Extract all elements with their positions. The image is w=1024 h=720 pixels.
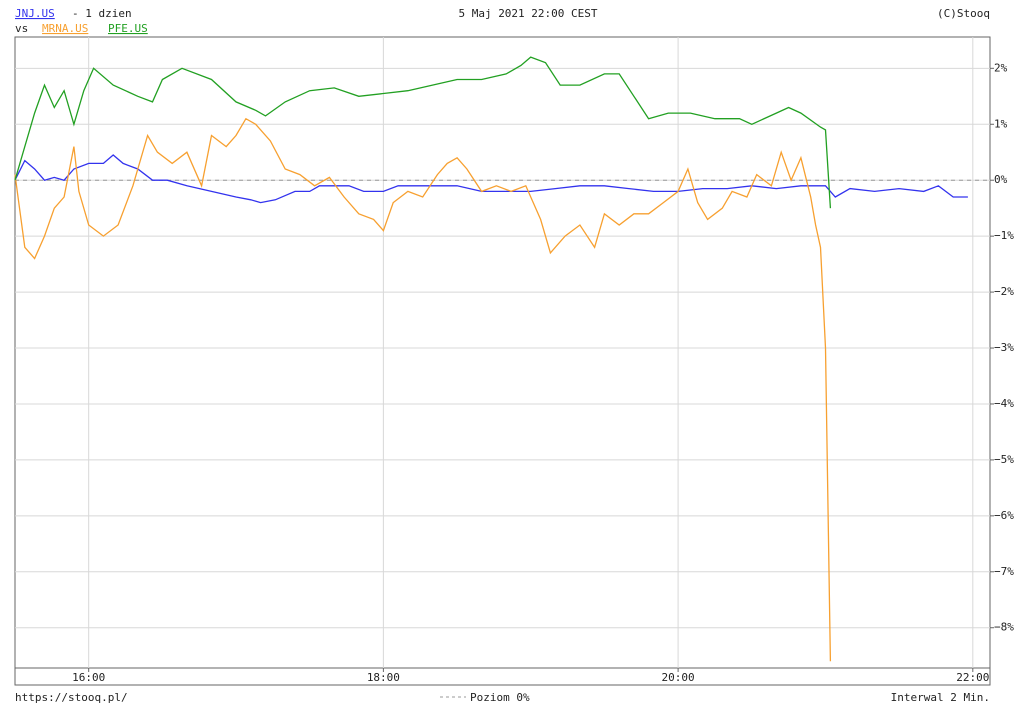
legend-entry[interactable]: PFE.US [108,22,148,35]
y-tick-label: 2% [994,61,1008,74]
interval-label: Interwal 2 Min. [891,691,990,704]
y-tick-label: −1% [994,229,1014,242]
chart-title: 5 Maj 2021 22:00 CEST [458,7,597,20]
y-tick-label: −8% [994,621,1014,634]
y-tick-label: −5% [994,453,1014,466]
legend-entry[interactable]: JNJ.US [15,7,55,20]
y-tick-label: −4% [994,397,1014,410]
y-tick-label: −2% [994,285,1014,298]
x-tick-label: 18:00 [367,671,400,684]
x-axis-band [15,668,990,685]
y-tick-label: 0% [994,173,1008,186]
source-link[interactable]: https://stooq.pl/ [15,691,128,704]
y-tick-label: 1% [994,117,1008,130]
reference-label: Poziom 0% [470,691,530,704]
x-tick-label: 22:00 [956,671,989,684]
x-tick-label: 20:00 [662,671,695,684]
vs-label: vs [15,22,28,35]
y-tick-label: −3% [994,341,1014,354]
y-tick-label: −6% [994,509,1014,522]
plot-frame [15,37,990,668]
copyright: (C)Stooq [937,7,990,20]
legend-entry[interactable]: MRNA.US [42,22,88,35]
subtitle: - 1 dzien [72,7,132,20]
x-tick-label: 16:00 [72,671,105,684]
y-tick-label: −7% [994,565,1014,578]
